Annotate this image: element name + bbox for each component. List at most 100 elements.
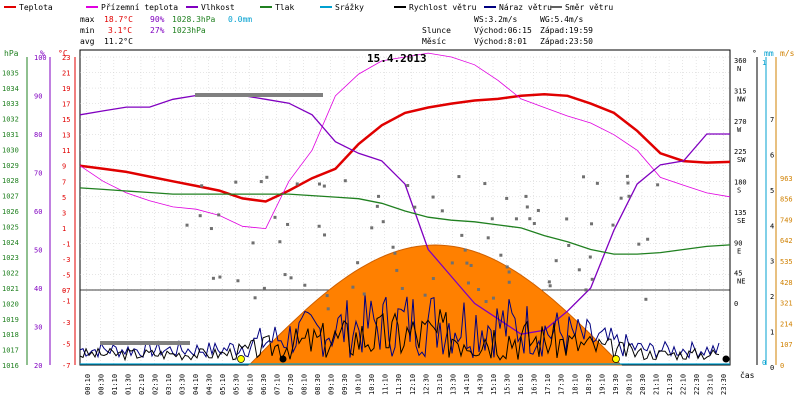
wind-dir-mark (317, 182, 321, 186)
wind-dir-mark (567, 243, 571, 247)
wind-dir-tick: 225 (734, 148, 747, 156)
x-tick-label: 10:10 (355, 374, 363, 395)
temp-lower-tick-label: -5 (62, 341, 70, 349)
radiation-tick-label: 963 (780, 175, 793, 183)
wind-dir-mark (477, 288, 481, 292)
series-line-Tlak (79, 187, 731, 255)
wind-dir-mark (499, 253, 503, 257)
wind-dir-label: NW (737, 95, 746, 103)
wind-dir-mark (644, 297, 648, 301)
radiation-tick-label: 749 (780, 216, 793, 224)
wind-dir-mark (507, 270, 511, 274)
stats-min-hum: 27% (150, 26, 165, 35)
x-tick-label: 06:10 (246, 374, 254, 395)
wind-dir-label: SE (737, 217, 745, 225)
wind-dir-mark (611, 223, 615, 227)
wind-dir-mark (236, 279, 240, 283)
x-tick-label: 01:30 (124, 374, 132, 395)
moon-set: Západ:23:50 (540, 37, 593, 46)
x-tick-label: 20:10 (625, 374, 633, 395)
temp-tick-label: 1 (62, 225, 66, 233)
humidity-tick-label: 80 (34, 131, 42, 139)
wind-dir-mark (286, 222, 290, 226)
humidity-tick-label: 50 (34, 247, 42, 255)
wind-dir-mark (646, 237, 650, 241)
x-tick-label: 10:30 (368, 374, 376, 395)
x-tick-label: 22:10 (680, 374, 688, 395)
temp-tick-label: -3 (62, 256, 70, 264)
x-tick-label: 19:10 (598, 374, 606, 395)
x-tick-label: 11:30 (395, 374, 403, 395)
temp-tick-label: -7 (62, 287, 70, 295)
wind-dir-mark (524, 194, 528, 198)
moon-label: Měsíc (422, 37, 446, 46)
wind-dir-mark (209, 227, 213, 231)
x-tick-label: 22:30 (693, 374, 701, 395)
x-tick-label: 02:30 (151, 374, 159, 395)
humidity-tick-label: 40 (34, 285, 42, 293)
temp-tick-label: 3 (62, 209, 66, 217)
wind-dir-mark (465, 261, 469, 265)
x-tick-label: 21:10 (653, 374, 661, 395)
pressure-tick-label: 1028 (2, 177, 19, 185)
wind-dir-mark (343, 179, 347, 183)
legend-label: Náraz větru (499, 3, 552, 12)
wind-dir-mark (265, 175, 269, 179)
axis-title-deg: ° (752, 49, 757, 58)
axis-title-degc: °C (58, 49, 68, 58)
wind-dir-mark (637, 242, 641, 246)
wind-speed-tick-label: 4 (770, 222, 774, 230)
x-tick-label: 00:30 (97, 374, 105, 395)
wind-speed-tick-label: 6 (770, 151, 774, 159)
wind-dir-mark (547, 280, 551, 284)
x-tick-label: 02:10 (138, 374, 146, 395)
humidity-tick-label: 20 (34, 362, 42, 370)
legend-label: Srážky (335, 3, 364, 12)
wind-dir-mark (278, 240, 282, 244)
wind-dir-tick: 315 (734, 87, 747, 95)
axis-title-time: čas (740, 370, 755, 380)
wind-dir-tick: 270 (734, 118, 747, 126)
pressure-tick-label: 1035 (2, 69, 19, 77)
x-tick-label: 17:30 (558, 374, 566, 395)
wind-dir-mark (326, 307, 330, 311)
radiation-tick-label: 428 (780, 279, 793, 287)
wind-dir-mark (588, 255, 592, 259)
x-tick-label: 07:10 (273, 374, 281, 395)
stats-max-press: 1028.3hPa (172, 15, 216, 24)
pressure-tick-label: 1025 (2, 223, 19, 231)
wind-dir-tick: 135 (734, 209, 747, 217)
wind-dir-mark (548, 284, 552, 288)
series-line-Vlhkost (79, 94, 730, 335)
x-tick-label: 08:10 (300, 374, 308, 395)
x-tick-label: 11:10 (382, 374, 390, 395)
x-tick-label: 05:30 (233, 374, 241, 395)
date-title: 15.4.2013 (367, 52, 427, 65)
temp-tick-label: -1 (62, 240, 70, 248)
temp-lower-tick-label: -7 (62, 362, 70, 370)
wind-wg: WG:5.4m/s (540, 15, 584, 24)
temp-tick-label: 15 (62, 116, 70, 124)
wind-dir-mark (457, 175, 461, 179)
stats-avg-temp: 11.2°C (104, 37, 133, 46)
pressure-tick-label: 1018 (2, 331, 19, 339)
pressure-tick-label: 1020 (2, 300, 19, 308)
moon-rise: Východ:8:01 (474, 37, 527, 46)
wind-ws: WS:3.2m/s (474, 15, 518, 24)
radiation-tick-label: 642 (780, 237, 793, 245)
wind-dir-mark (491, 296, 495, 300)
x-tick-label: 08:30 (314, 374, 322, 395)
x-tick-label: 03:10 (165, 374, 173, 395)
axis-title-ms: m/s (780, 49, 795, 58)
moon-marker (279, 355, 287, 363)
axes: 00:10 00:30 01:10 01:30 02:10 02:30 03:10 03:30… (2, 54, 793, 395)
wind-dir-label: S (737, 187, 741, 195)
temp-tick-label: 19 (62, 85, 70, 93)
x-tick-label: 07:30 (287, 374, 295, 395)
x-tick-label: 20:30 (639, 374, 647, 395)
wind-speed-tick-label: 3 (770, 258, 774, 266)
wind-dir-mark (626, 181, 630, 185)
legend-label: Směr větru (565, 3, 613, 12)
pressure-tick-label: 1030 (2, 146, 19, 154)
wind-dir-mark (565, 217, 569, 221)
